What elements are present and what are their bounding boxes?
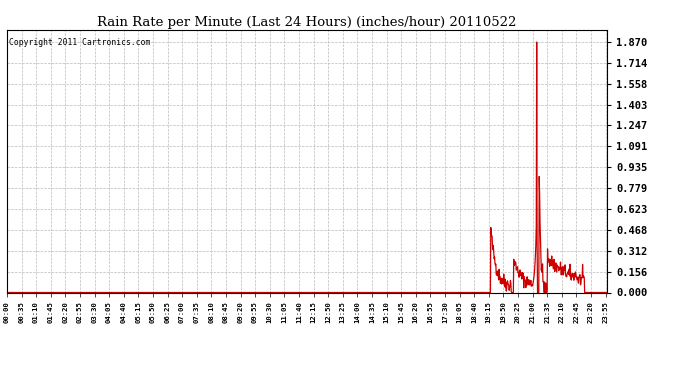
Text: Copyright 2011 Cartronics.com: Copyright 2011 Cartronics.com xyxy=(9,38,150,47)
Title: Rain Rate per Minute (Last 24 Hours) (inches/hour) 20110522: Rain Rate per Minute (Last 24 Hours) (in… xyxy=(97,16,517,29)
